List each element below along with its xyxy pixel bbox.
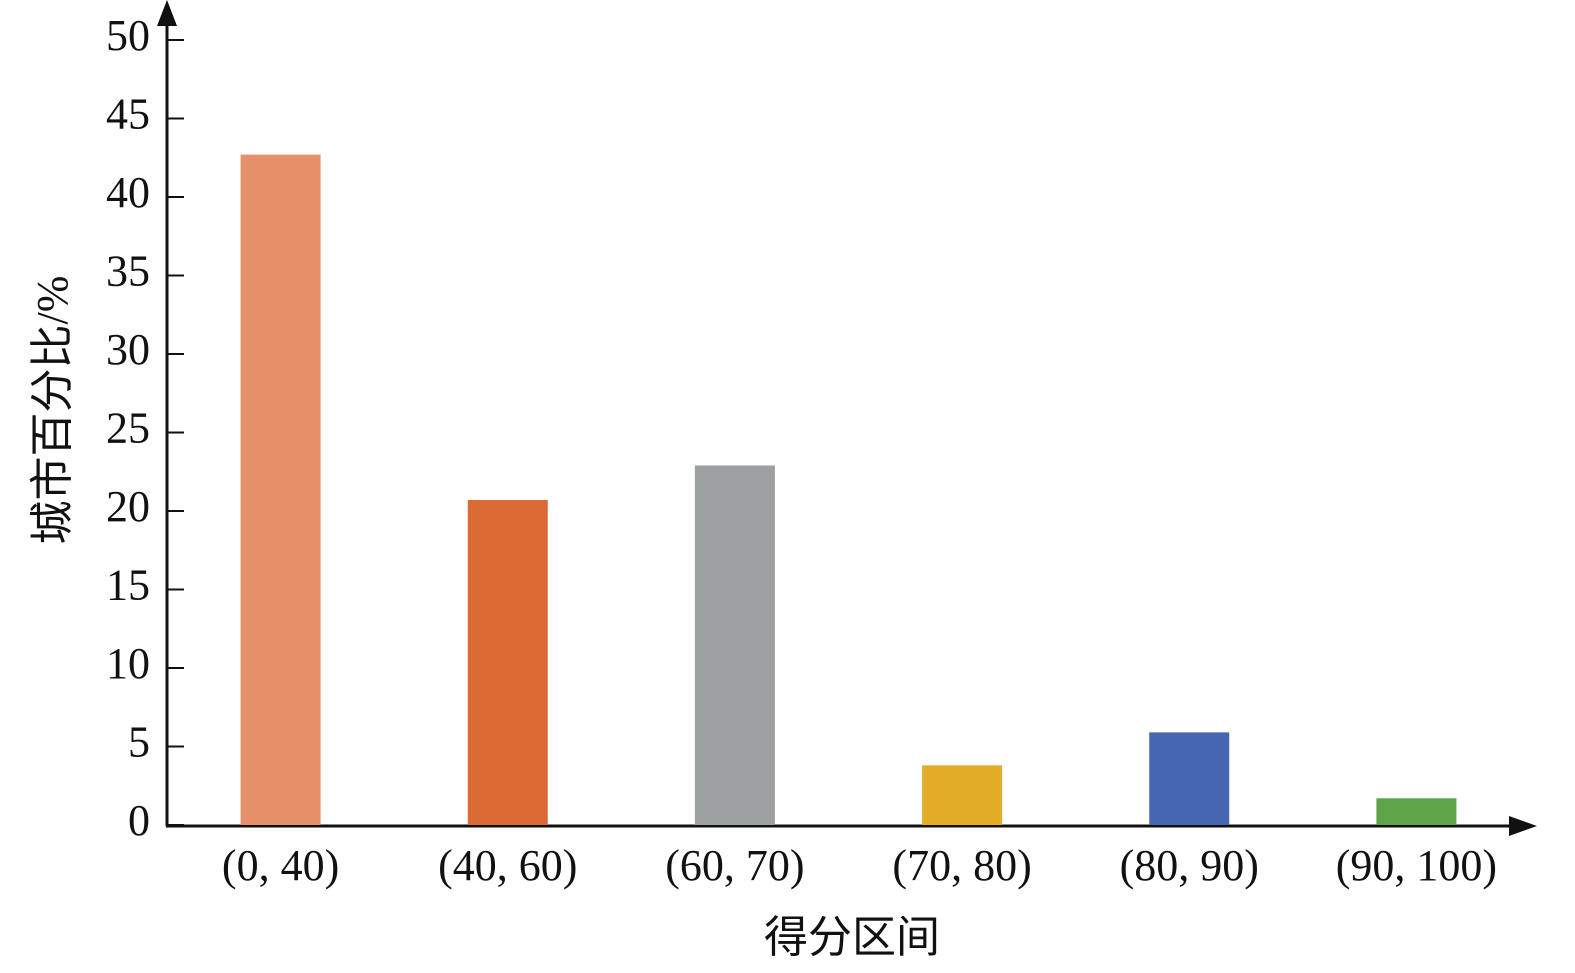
bar <box>1149 732 1230 825</box>
y-tick-label: 40 <box>106 168 150 217</box>
x-axis-arrow <box>1509 816 1537 836</box>
y-tick-label: 5 <box>128 718 150 767</box>
x-tick-label: (60, 70) <box>665 841 804 890</box>
y-tick-label: 15 <box>106 561 150 610</box>
y-tick-label: 35 <box>106 247 150 296</box>
y-tick-label: 50 <box>106 11 150 60</box>
x-axis-label: 得分区间 <box>764 913 940 962</box>
y-tick-label: 10 <box>106 639 150 688</box>
bar <box>240 154 321 826</box>
y-axis-arrow <box>157 0 177 26</box>
x-tick-label: (80, 90) <box>1120 841 1259 890</box>
y-axis-label: 城市百分比/% <box>28 276 77 545</box>
y-tick-label: 30 <box>106 325 150 374</box>
x-tick-label: (70, 80) <box>892 841 1031 890</box>
bar <box>922 765 1003 825</box>
y-tick-label: 20 <box>106 482 150 531</box>
x-tick-label: (40, 60) <box>438 841 577 890</box>
bar <box>1376 798 1457 825</box>
y-tick-label: 45 <box>106 90 150 139</box>
y-tick-label: 0 <box>128 796 150 845</box>
bar <box>694 465 775 825</box>
bar <box>467 500 548 825</box>
x-tick-label: (90, 100) <box>1336 841 1497 890</box>
y-tick-label: 25 <box>106 404 150 453</box>
x-tick-label: (0, 40) <box>222 841 339 890</box>
